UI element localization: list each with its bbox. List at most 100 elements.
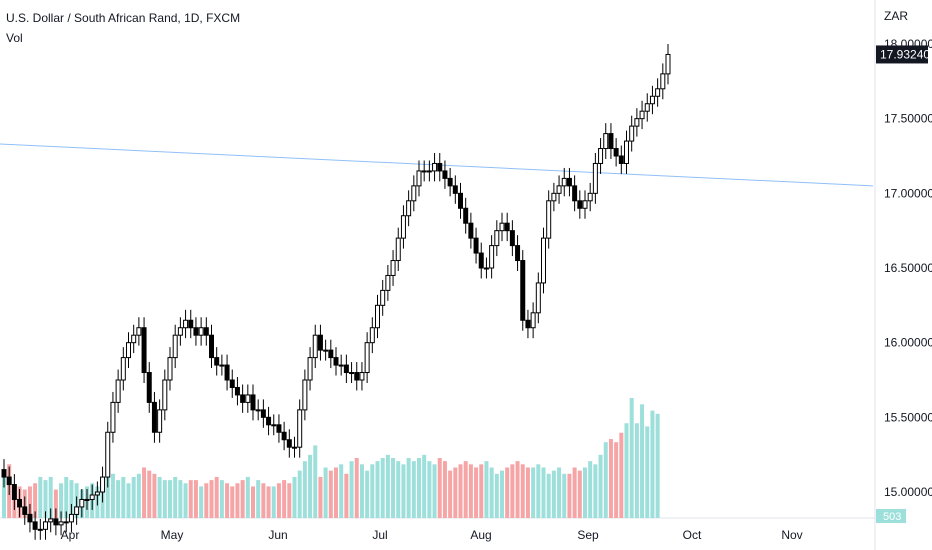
volume-bar — [541, 467, 546, 518]
candle-body — [463, 207, 469, 224]
candle-body — [333, 357, 339, 366]
volume-bar — [136, 473, 141, 518]
candle-body — [260, 409, 266, 418]
volume-bar — [43, 480, 48, 518]
candle-body — [146, 372, 152, 403]
candle-body — [297, 409, 303, 448]
candle-body — [328, 349, 334, 359]
candle-body — [478, 252, 484, 269]
volume-bar — [380, 458, 385, 518]
candle-body — [219, 364, 225, 367]
candle-body — [541, 237, 546, 284]
candle-body — [499, 222, 505, 232]
x-tick-label: Apr — [61, 528, 80, 542]
volume-bar — [313, 445, 318, 518]
candle-body — [349, 372, 355, 375]
volume-bar — [256, 480, 261, 518]
volume-bar — [396, 461, 401, 518]
candle-body — [390, 260, 396, 276]
candle-body — [338, 364, 344, 367]
candle-body — [193, 327, 199, 336]
volume-bar — [624, 423, 629, 518]
candle-body — [188, 319, 194, 329]
volume-bar — [162, 480, 167, 518]
candle-body — [504, 222, 510, 232]
candle-body — [74, 506, 80, 515]
candle-body — [551, 192, 557, 202]
volume-bar — [375, 461, 380, 518]
candle-body — [406, 200, 412, 217]
candle-body — [53, 518, 59, 526]
candle-body — [364, 342, 370, 374]
volume-bar — [401, 464, 406, 518]
candle-body — [131, 334, 137, 344]
candle-body — [494, 230, 500, 247]
x-tick-label: Jun — [268, 528, 287, 542]
candle-body — [266, 416, 272, 426]
volume-bar — [640, 404, 645, 518]
candle-body — [312, 334, 318, 359]
candle-body — [84, 498, 90, 501]
volume-bar — [261, 483, 266, 518]
candle-body — [603, 133, 609, 150]
volume-bar — [157, 476, 162, 518]
x-tick-label: Nov — [781, 528, 802, 542]
candle-body — [6, 476, 12, 486]
volume-bar — [520, 464, 525, 518]
volume-bar — [593, 464, 598, 518]
candle-body — [618, 155, 624, 164]
last-volume-badge — [876, 509, 906, 523]
candle-body — [157, 409, 163, 433]
volume-bar — [437, 458, 442, 518]
candle-body — [115, 379, 121, 403]
candle-body — [634, 118, 640, 127]
volume-bar — [116, 480, 121, 518]
volume-bar — [287, 483, 292, 518]
candle-body — [354, 372, 360, 381]
volume-bar — [536, 464, 541, 518]
volume-bar — [121, 476, 126, 518]
candle-body — [177, 327, 183, 336]
volume-bar — [308, 454, 313, 518]
volume-bar — [209, 480, 214, 518]
candle-body — [629, 125, 635, 142]
volume-bar — [282, 480, 287, 518]
symbol-title: U.S. Dollar / South African Rand, 1D, FX… — [6, 11, 241, 25]
candle-body — [385, 274, 391, 291]
volume-bar — [225, 483, 230, 518]
candle-body — [167, 357, 173, 381]
volume-bar — [489, 467, 494, 518]
candle-body — [141, 327, 147, 374]
volume-bar — [629, 398, 634, 518]
candle-body — [421, 170, 427, 173]
volume-bar — [2, 476, 6, 518]
candle-body — [58, 521, 64, 526]
volume-bar — [219, 480, 224, 518]
candle-body — [323, 349, 329, 352]
candle-body — [655, 88, 661, 97]
candle-body — [426, 170, 432, 173]
candle-body — [302, 379, 308, 411]
y-tick-label: 17.00000 — [884, 186, 932, 200]
volume-bar — [365, 470, 370, 518]
volume-bar — [655, 413, 660, 518]
candle-body — [292, 446, 297, 449]
candle-body — [89, 494, 95, 500]
candle-body — [644, 103, 650, 112]
volume-bar — [251, 486, 255, 518]
y-tick-label: 15.50000 — [884, 410, 932, 424]
volume-bar — [562, 473, 567, 518]
volume-bar — [339, 464, 344, 518]
candle-body — [660, 73, 666, 90]
candle-body — [224, 364, 230, 381]
candle-body — [240, 394, 246, 403]
volume-bar — [484, 461, 489, 518]
candle-body — [489, 245, 495, 269]
volume-bar — [557, 467, 562, 518]
volume-bar — [359, 464, 364, 518]
candle-body — [515, 245, 521, 262]
candle-body — [587, 192, 593, 202]
candle-body — [411, 185, 417, 202]
x-tick-label: Jul — [372, 528, 387, 542]
